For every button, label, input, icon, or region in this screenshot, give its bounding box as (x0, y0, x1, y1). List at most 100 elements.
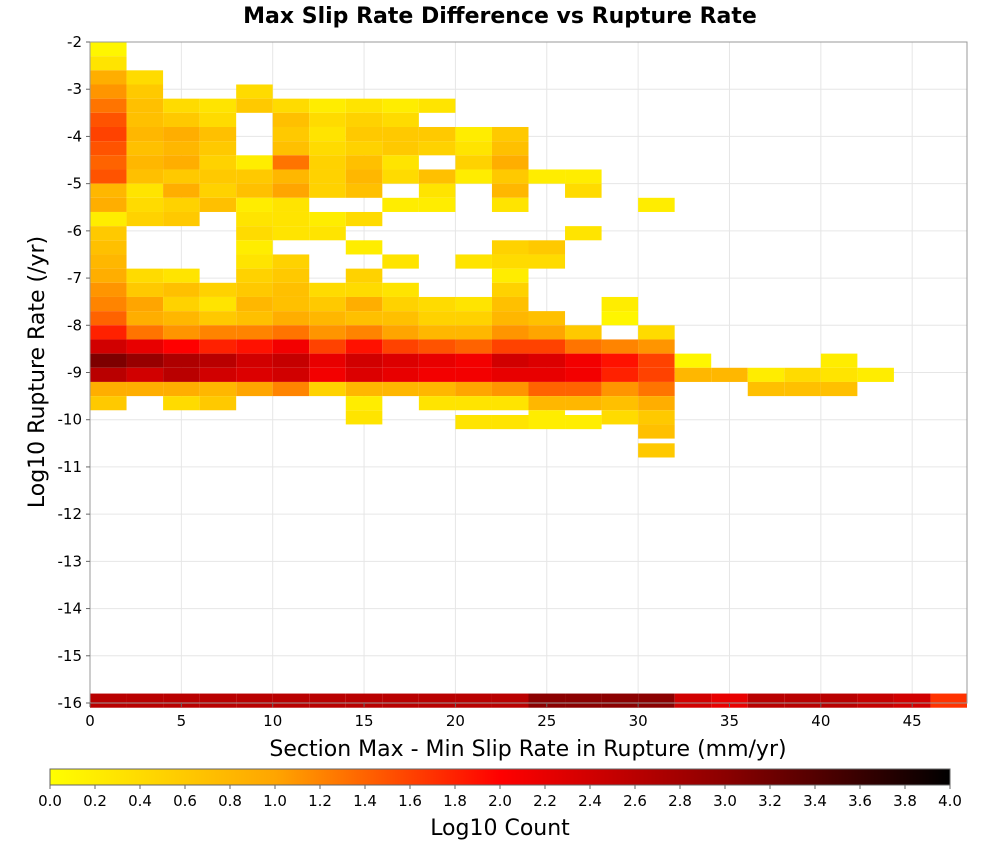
heatmap-cell-137 (309, 296, 346, 312)
colorbar-tick-label-14: 2.8 (668, 792, 692, 810)
colorbar-tick-label-6: 1.2 (308, 792, 332, 810)
heatmap-cell-263 (601, 396, 639, 411)
heatmap-cell-292 (857, 367, 894, 382)
heatmap-cell-290 (820, 381, 858, 397)
y-tick-label-7: -9 (67, 364, 82, 382)
heatmap-cell-89 (236, 169, 273, 184)
heatmap-cell-32 (126, 141, 164, 156)
heatmap-cell-291 (820, 693, 858, 708)
heatmap-cell-166 (382, 98, 419, 113)
heatmap-cell-229 (491, 381, 529, 397)
heatmap-cell-236 (528, 311, 566, 326)
heatmap-cell-115 (272, 226, 310, 241)
heatmap-cell-27 (126, 70, 164, 85)
heatmap-cell-205 (455, 325, 492, 340)
heatmap-cell-36 (126, 197, 164, 212)
heatmap-cell-267 (638, 325, 675, 340)
heatmap-cell-202 (455, 254, 492, 269)
heatmap-cell-259 (601, 339, 639, 354)
heatmap-cell-48 (163, 98, 200, 113)
heatmap-cell-0 (90, 42, 127, 57)
heatmap-cell-108 (272, 126, 310, 142)
chart-title: Max Slip Rate Difference vs Rupture Rate (243, 4, 757, 29)
heatmap-cell-102 (236, 353, 273, 368)
heatmap-cell-100 (236, 325, 273, 340)
heatmap-cell-211 (455, 414, 492, 430)
heatmap-cell-222 (491, 282, 529, 297)
x-tick-label-6: 30 (629, 712, 648, 730)
heatmap-cell-188 (418, 197, 456, 212)
heatmap-cell-41 (126, 311, 164, 326)
heatmap-cell-174 (382, 282, 419, 297)
heatmap-cell-235 (528, 254, 566, 269)
heatmap-cell-14 (90, 240, 127, 255)
y-tick-label-1: -3 (67, 80, 82, 98)
heatmap-cell-84 (199, 396, 237, 411)
heatmap-cell-189 (418, 296, 456, 312)
heatmap-cell-266 (638, 197, 675, 212)
heatmap-cell-52 (163, 155, 200, 170)
heatmap-cell-23 (90, 367, 127, 382)
heatmap-cell-277 (674, 353, 712, 368)
heatmap-cell-154 (345, 268, 383, 283)
x-tick-label-8: 40 (811, 712, 830, 730)
y-tick-label-2: -4 (67, 127, 82, 145)
heatmap-cell-293 (857, 693, 894, 708)
heatmap-cell-99 (236, 311, 273, 326)
heatmap-cell-295 (930, 693, 967, 708)
heatmap-cell-232 (491, 693, 529, 708)
heatmap-cell-157 (345, 311, 383, 326)
x-tick-label-2: 10 (263, 712, 282, 730)
heatmap-cell-274 (638, 424, 675, 439)
heatmap-cell-141 (309, 353, 346, 368)
heatmap-cell-208 (455, 367, 492, 382)
heatmap-cell-103 (236, 367, 273, 382)
heatmap-cell-151 (345, 183, 383, 198)
heatmap-cell-209 (455, 381, 492, 397)
heatmap-cell-85 (199, 693, 237, 708)
heatmap-cell-269 (638, 353, 675, 368)
colorbar-tick-label-16: 3.2 (758, 792, 782, 810)
heatmap-cell-190 (418, 311, 456, 326)
heatmap-cell-31 (126, 126, 164, 142)
heatmap-cell-219 (491, 240, 529, 255)
heatmap-cell-183 (418, 98, 456, 113)
heatmap-cell-156 (345, 296, 383, 312)
y-tick-label-11: -13 (58, 552, 83, 570)
heatmap-cell-213 (491, 126, 529, 142)
heatmap-cell-281 (711, 693, 748, 708)
heatmap-cell-280 (711, 367, 748, 382)
heatmap-cell-90 (236, 183, 273, 198)
heatmap-cell-241 (528, 381, 566, 397)
heatmap-cell-167 (382, 112, 419, 127)
y-tick-label-13: -15 (58, 647, 83, 665)
heatmap-cell-276 (638, 693, 675, 708)
heatmap-cell-249 (565, 325, 602, 340)
heatmap-cell-7 (90, 141, 127, 156)
heatmap-cell-159 (345, 339, 383, 354)
heatmap-cell-117 (272, 268, 310, 283)
heatmap-cell-95 (236, 254, 273, 269)
heatmap-cell-210 (455, 396, 492, 411)
heatmap-cell-114 (272, 211, 310, 227)
heatmap-cell-37 (126, 211, 164, 227)
heatmap-cell-3 (90, 84, 127, 99)
heatmap-cell-116 (272, 254, 310, 269)
colorbar-tick-label-5: 1.0 (263, 792, 287, 810)
heatmap-cell-175 (382, 296, 419, 312)
heatmap-cell-160 (345, 353, 383, 368)
y-axis-label: Log10 Rupture Rate (/yr) (25, 236, 50, 508)
heatmap-cell-265 (601, 693, 639, 708)
heatmap-cell-91 (236, 197, 273, 212)
heatmap-cell-59 (163, 296, 200, 312)
heatmap-cell-30 (126, 112, 164, 127)
heatmap-cell-230 (491, 396, 529, 411)
heatmap-cell-1 (90, 56, 127, 71)
colorbar-tick-label-8: 1.6 (398, 792, 422, 810)
heatmap-cell-113 (272, 197, 310, 212)
heatmap-cell-110 (272, 155, 310, 170)
y-tick-label-14: -16 (58, 694, 83, 712)
heatmap-cell-196 (418, 396, 456, 411)
heatmap-cell-79 (199, 325, 237, 340)
colorbar-tick-label-0: 0.0 (38, 792, 62, 810)
